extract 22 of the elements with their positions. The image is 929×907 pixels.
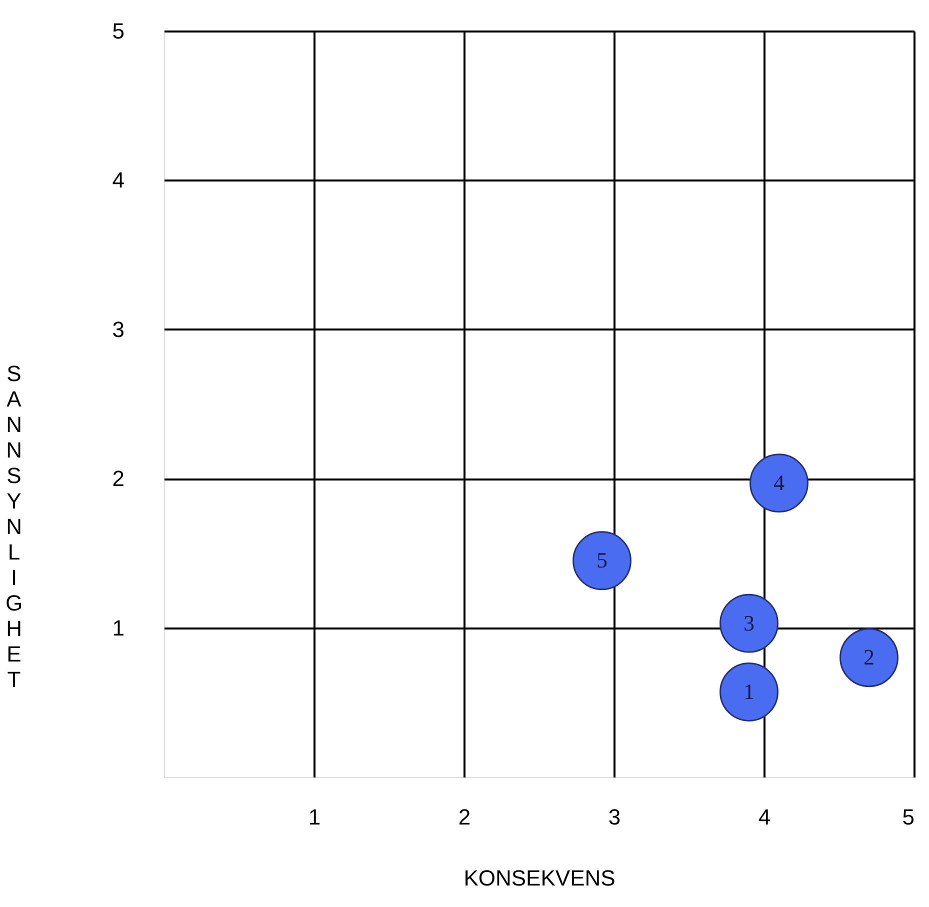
point — [572, 531, 632, 590]
x-tick-label: 5 — [902, 804, 914, 830]
point — [720, 662, 778, 722]
text: SANNSYNLIGHET — [5, 361, 23, 692]
annotation: 2 — [864, 644, 874, 670]
x-tick-label: 2 — [458, 804, 471, 830]
annotation: 3 — [744, 610, 754, 636]
x-axis-title: KONSEKVENS — [464, 866, 616, 890]
point — [720, 594, 778, 653]
point — [750, 454, 808, 512]
annotation: 4 — [774, 470, 784, 496]
y-tick-label: 4 — [112, 168, 124, 193]
y-tick-label: 3 — [112, 316, 124, 342]
x-tick-label: 4 — [758, 804, 771, 830]
y-tick-label: 5 — [112, 18, 124, 44]
x-tick-label: 3 — [608, 804, 621, 830]
x-tick-label: 1 — [308, 804, 321, 830]
y-tick-label: 2 — [112, 466, 124, 492]
annotation: 5 — [596, 548, 608, 573]
y-tick-label: 1 — [112, 615, 124, 640]
annotation: 1 — [744, 678, 754, 704]
point — [840, 628, 898, 688]
